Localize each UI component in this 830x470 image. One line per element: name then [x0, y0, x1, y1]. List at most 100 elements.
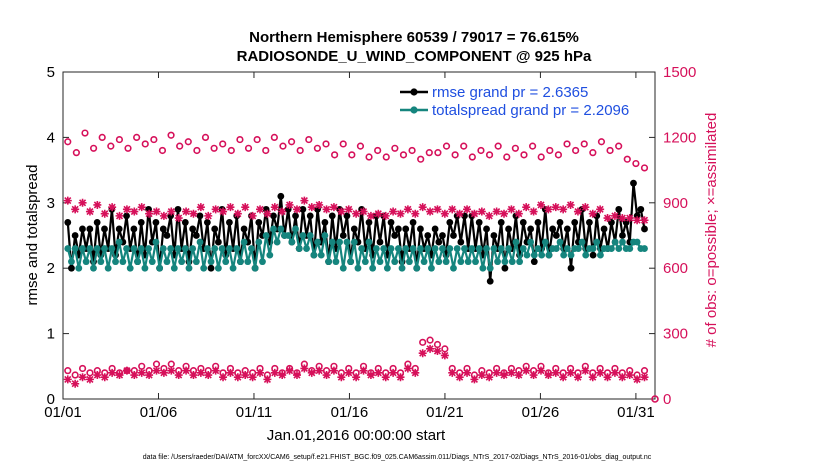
- totalspread-point: [163, 258, 171, 266]
- obs-assimilated-point: [426, 207, 435, 216]
- totalspread-point: [148, 258, 156, 266]
- totalspread-point: [519, 245, 527, 252]
- totalspread-point: [387, 245, 395, 252]
- totalspread-point: [563, 245, 571, 252]
- obs-assimilated-point: [618, 373, 627, 382]
- x-tick-label: 01/16: [331, 404, 369, 421]
- totalspread-point: [582, 251, 590, 259]
- obs-possible-point: [572, 146, 580, 155]
- totalspread-point: [115, 238, 123, 246]
- totalspread-point: [75, 264, 83, 272]
- rmse-point: [181, 219, 189, 226]
- rmse-point: [86, 225, 94, 233]
- rmse-point: [226, 219, 233, 226]
- obs-assimilated-point: [559, 205, 568, 214]
- obs-assimilated-point: [307, 368, 316, 377]
- totalspread-point: [104, 264, 112, 272]
- totalspread-point: [391, 258, 399, 266]
- obs-assimilated-point: [477, 207, 486, 216]
- x-axis-label: Jan.01,2016 00:00:00 start: [267, 427, 446, 444]
- obs-assimilated-point: [182, 207, 191, 216]
- obs-assimilated-point: [241, 371, 250, 380]
- obs-possible-point: [167, 131, 175, 139]
- legend-label-totalspread: totalspread grand pr = 2.2096: [432, 102, 629, 119]
- rmse-point: [391, 232, 399, 239]
- obs-assimilated-point: [573, 373, 582, 382]
- obs-assimilated-point: [145, 209, 154, 218]
- obs-possible-point: [356, 142, 365, 150]
- obs-assimilated-point: [248, 211, 257, 220]
- totalspread-point: [372, 245, 380, 252]
- obs-assimilated-point: [322, 205, 331, 214]
- obs-possible-point: [287, 138, 296, 146]
- obs-possible-point: [623, 155, 631, 163]
- totalspread-point: [354, 264, 362, 272]
- rmse-point: [571, 219, 579, 226]
- obs-possible-point: [64, 138, 72, 146]
- totalspread-point: [505, 245, 512, 252]
- obs-assimilated-point: [359, 207, 368, 216]
- obs-assimilated-point: [633, 216, 642, 225]
- obs-assimilated-point: [211, 366, 220, 375]
- obs-possible-point: [201, 133, 210, 141]
- totalspread-point: [501, 258, 509, 266]
- totalspread-point: [90, 264, 97, 272]
- totalspread-point: [244, 258, 252, 266]
- obs-assimilated-point: [381, 211, 390, 220]
- obs-assimilated-point: [396, 209, 405, 218]
- rmse-point: [376, 238, 384, 246]
- obs-assimilated-point: [182, 366, 191, 375]
- obs-assimilated-point: [374, 209, 383, 218]
- totalspread-point: [248, 245, 255, 252]
- legend-label-rmse: rmse grand pr = 2.6365: [432, 84, 588, 101]
- obs-assimilated-point: [566, 200, 575, 209]
- totalspread-point: [530, 251, 538, 259]
- rmse-point: [115, 225, 123, 233]
- obs-assimilated-point: [174, 371, 183, 380]
- obs-assimilated-point: [204, 371, 213, 380]
- obs-assimilated-point: [256, 368, 265, 377]
- obs-possible-point: [244, 144, 253, 152]
- obs-possible-point: [305, 135, 313, 144]
- totalspread-point: [233, 245, 241, 252]
- totalspread-point: [266, 251, 274, 259]
- totalspread-point: [365, 238, 373, 246]
- rmse-point: [328, 212, 336, 220]
- obs-assimilated-point: [256, 205, 265, 214]
- obs-assimilated-point: [544, 205, 553, 214]
- right-tick-label: 1200: [663, 129, 696, 146]
- obs-possible-point: [279, 142, 287, 150]
- obs-assimilated-point: [440, 351, 449, 360]
- totalspread-point: [633, 238, 641, 246]
- obs-possible-point: [419, 338, 427, 346]
- totalspread-point: [417, 245, 424, 252]
- totalspread-point: [405, 258, 413, 266]
- totalspread-point: [119, 258, 127, 266]
- chart-title-line2: RADIOSONDE_U_WIND_COMPONENT @ 925 hPa: [237, 48, 592, 65]
- totalspread-point: [641, 245, 648, 252]
- obs-assimilated-point: [226, 203, 235, 212]
- rmse-point: [152, 219, 160, 226]
- obs-assimilated-point: [278, 207, 287, 216]
- obs-assimilated-point: [130, 371, 139, 380]
- totalspread-point: [611, 238, 619, 246]
- totalspread-point: [295, 245, 303, 252]
- obs-possible-point: [554, 151, 563, 159]
- obs-possible-point: [107, 142, 115, 150]
- obs-assimilated-point: [270, 203, 279, 212]
- obs-possible-point: [210, 144, 218, 152]
- obs-assimilated-point: [396, 373, 405, 382]
- obs-assimilated-point: [551, 203, 560, 212]
- totalspread-point: [541, 238, 549, 246]
- obs-assimilated-point: [500, 371, 509, 380]
- obs-assimilated-point: [85, 375, 94, 384]
- totalspread-point: [255, 238, 263, 246]
- obs-assimilated-point: [470, 375, 479, 384]
- obs-assimilated-point: [529, 371, 538, 380]
- obs-assimilated-point: [189, 209, 198, 218]
- obs-assimilated-point: [374, 368, 383, 377]
- obs-possible-point: [485, 151, 494, 159]
- obs-assimilated-point: [522, 366, 531, 375]
- rmse-point: [394, 225, 402, 233]
- totalspread-point: [123, 245, 130, 252]
